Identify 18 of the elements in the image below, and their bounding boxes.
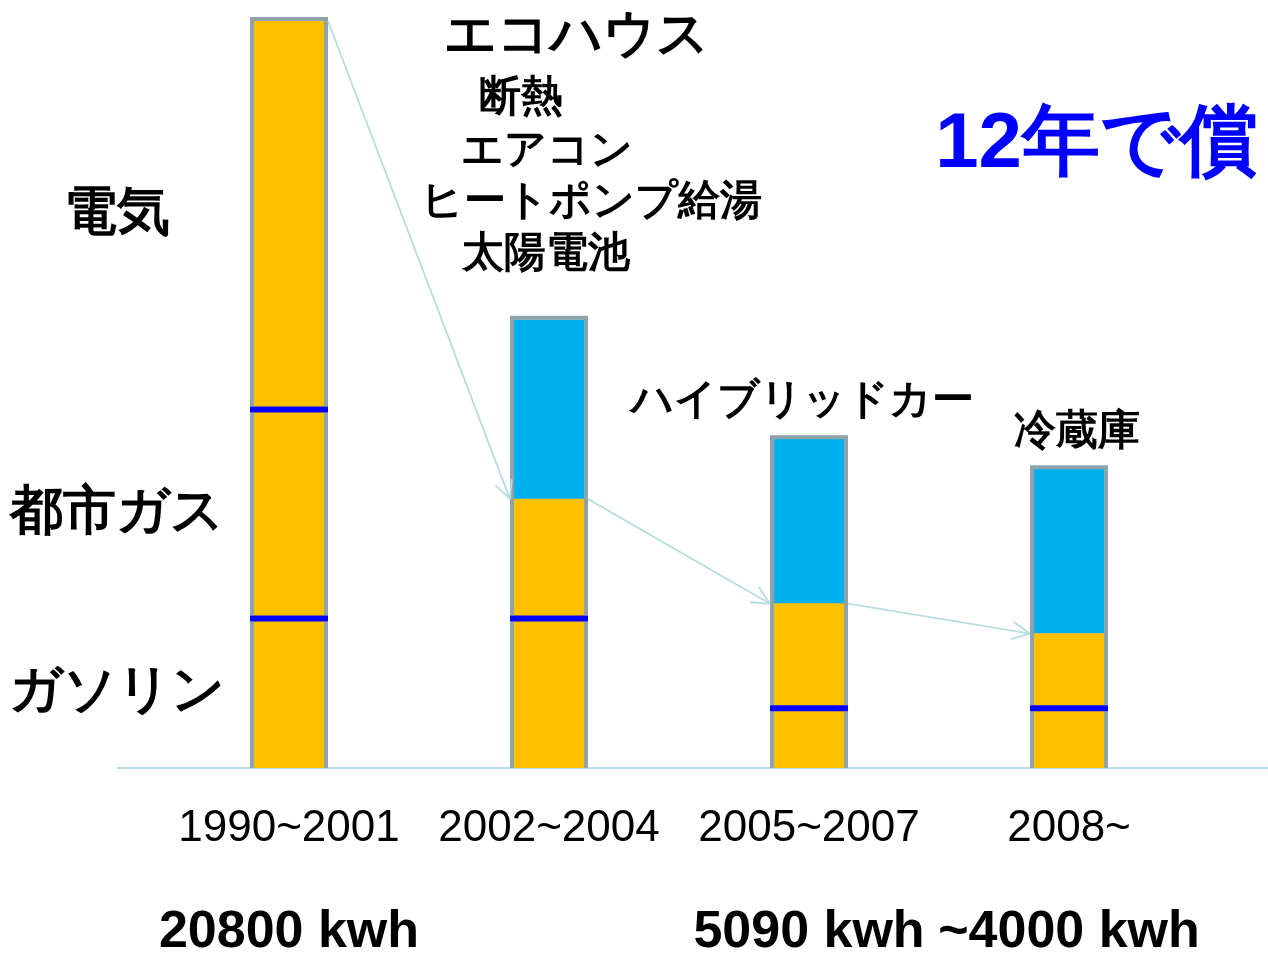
series-label: 電気 bbox=[64, 179, 170, 241]
series-label: 都市ガス bbox=[8, 478, 224, 540]
annotation: ヒートポンプ給湯 bbox=[420, 174, 762, 224]
series-label: ガソリン bbox=[9, 658, 225, 720]
x-tick-label: 2005~2007 bbox=[698, 800, 920, 850]
annotation: ハイブリッドカー bbox=[627, 373, 974, 423]
x-tick-label: 1990~2001 bbox=[178, 800, 400, 850]
x-tick-label: 2008~ bbox=[1007, 800, 1131, 850]
annotation: 断熱 bbox=[479, 70, 563, 120]
annotation: 太陽電池 bbox=[460, 226, 631, 276]
annotation: エアコン bbox=[461, 123, 633, 173]
annotation: 5090 kwh bbox=[693, 900, 925, 958]
annotation: エコハウス bbox=[443, 2, 709, 63]
annotation: 20800 kwh bbox=[158, 900, 420, 958]
annotation: 冷蔵庫 bbox=[1014, 404, 1140, 454]
annotation: ~4000 kwh bbox=[938, 900, 1200, 958]
x-tick-label: 2002~2004 bbox=[438, 800, 660, 850]
annotation: 12年で償 bbox=[935, 95, 1258, 184]
